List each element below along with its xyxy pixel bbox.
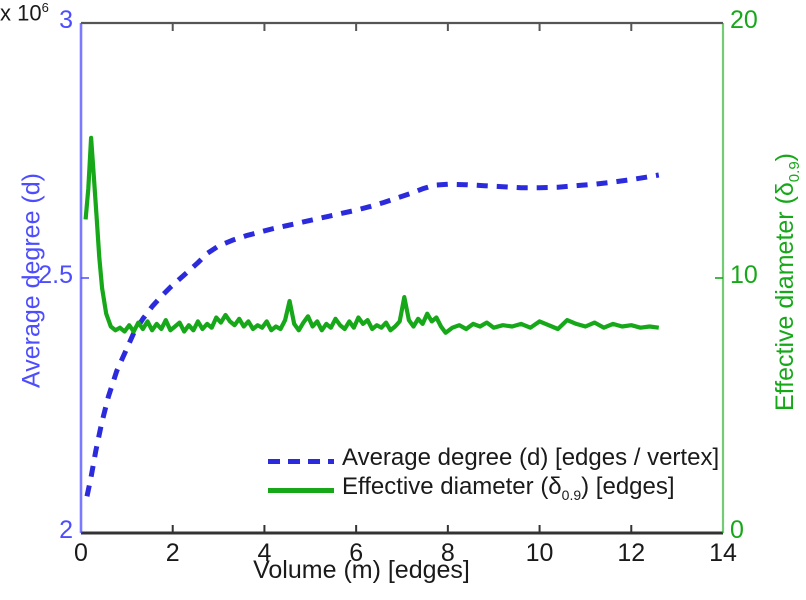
x-axis-exponent-power: 6 [41, 0, 49, 15]
x-tick-label-6: 6 [349, 539, 364, 567]
legend-item-average-degree: Average degree (d) [edges / vertex] [268, 444, 719, 476]
legend-label-effective-diameter-sub: 0.9 [561, 486, 582, 503]
x-tick-label-2: 2 [165, 539, 180, 567]
y-right-tick-label-20: 20 [730, 6, 758, 34]
legend-label-effective-diameter-post: ) [edges] [581, 473, 675, 500]
y-right-tick-label-0: 0 [730, 516, 744, 544]
x-tick-label-14: 14 [709, 539, 737, 567]
y-right-tick-label-10: 10 [730, 261, 758, 289]
x-axis-exponent-base: x 10 [0, 0, 42, 26]
x-axis-exponent: x 106 [0, 0, 806, 26]
y-left-tick-label-3: 3 [59, 6, 73, 34]
x-axis-label: Volume (m) [edges] [253, 556, 470, 584]
chart-legend: Average degree (d) [edges / vertex] Effe… [268, 444, 719, 507]
x-tick-label-12: 12 [617, 539, 646, 567]
series-line-2 [83, 135, 660, 335]
x-tick-label-0: 0 [74, 539, 88, 567]
x-tick-label-10: 10 [525, 539, 554, 567]
legend-label-average-degree: Average degree (d) [edges / vertex] [342, 444, 720, 471]
legend-swatch-dashed-line [268, 459, 334, 464]
legend-item-effective-diameter: Effective diameter (δ0.9) [edges] [268, 473, 688, 505]
y-left-tick-label-2.5: 2.5 [38, 261, 73, 289]
x-tick-label-8: 8 [440, 539, 455, 567]
series-line-1 [84, 172, 660, 497]
y-left-tick-label-2: 2 [59, 516, 73, 544]
legend-swatch-solid-line [268, 488, 334, 493]
legend-label-effective-diameter: Effective diameter (δ0.9) [edges] [342, 473, 675, 503]
x-tick-label-4: 4 [257, 539, 272, 567]
legend-label-effective-diameter-pre: Effective diameter (δ [342, 473, 562, 500]
